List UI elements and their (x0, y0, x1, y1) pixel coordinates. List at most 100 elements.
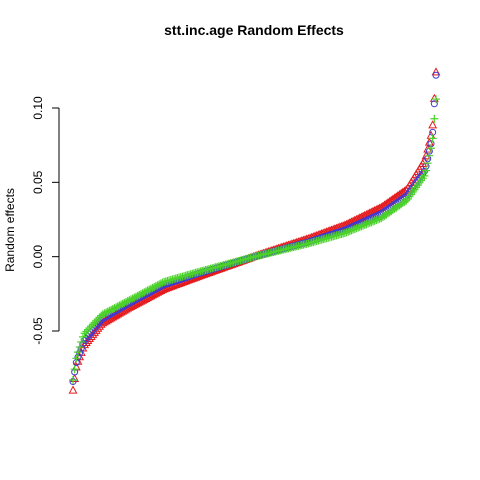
data-point (123, 297, 132, 306)
data-point (145, 285, 154, 294)
data-point (156, 279, 165, 288)
data-point (365, 218, 374, 227)
data-point (347, 226, 356, 235)
data-point (428, 120, 438, 129)
data-point (432, 71, 440, 79)
data-point (427, 144, 436, 153)
data-point (87, 322, 96, 331)
data-point (141, 287, 150, 296)
data-point (113, 302, 122, 311)
y-axis-label: Random effects (3, 188, 17, 272)
data-point (143, 286, 152, 295)
data-point (93, 315, 102, 324)
data-point (349, 225, 358, 234)
y-tick-label: 0.00 (31, 245, 45, 269)
data-point (75, 343, 84, 352)
data-point (77, 337, 86, 346)
data-point (352, 224, 361, 233)
data-point (88, 320, 97, 329)
y-tick-label: 0.05 (31, 170, 45, 194)
data-point (367, 218, 376, 227)
data-points (68, 67, 441, 394)
data-point (107, 305, 116, 314)
y-tick-label: -0.05 (31, 317, 45, 345)
data-point (78, 332, 87, 341)
data-point (80, 329, 89, 338)
data-point (355, 222, 364, 231)
data-point (115, 301, 124, 310)
data-point (131, 292, 140, 301)
data-point (364, 219, 373, 228)
data-point (153, 281, 162, 290)
data-point (340, 228, 349, 237)
data-point (105, 306, 114, 315)
data-point (350, 224, 359, 233)
data-point (92, 316, 101, 325)
data-point (430, 100, 438, 108)
data-point (69, 376, 77, 385)
data-point (375, 214, 384, 223)
data-point (120, 298, 129, 307)
data-point (112, 303, 121, 312)
series-triangle (68, 67, 441, 394)
data-point (117, 300, 126, 309)
data-point (425, 151, 434, 160)
data-point (430, 114, 439, 123)
data-point (135, 290, 144, 299)
data-point (360, 220, 369, 229)
data-point (148, 283, 157, 292)
data-point (70, 365, 79, 374)
y-tick-label: 0.10 (31, 96, 45, 120)
data-point (428, 134, 437, 143)
data-point (357, 222, 366, 231)
data-point (402, 196, 411, 205)
data-point (130, 293, 139, 302)
y-ticks: -0.05 0.00 0.05 0.10 (31, 96, 59, 345)
chart-title: stt.inc.age Random Effects (164, 22, 344, 38)
data-point (354, 223, 363, 232)
data-point (370, 216, 379, 225)
data-point (155, 280, 164, 289)
data-point (359, 221, 368, 230)
data-point (344, 227, 353, 236)
data-point (98, 310, 107, 319)
data-point (127, 295, 136, 304)
data-point (138, 289, 147, 298)
data-point (72, 354, 81, 363)
data-point (373, 215, 382, 224)
data-point (68, 385, 78, 394)
series-circle (69, 71, 440, 386)
data-point (102, 308, 111, 317)
data-point (424, 137, 434, 146)
data-point (108, 304, 117, 313)
data-point (345, 227, 354, 236)
series-plus (69, 95, 440, 385)
data-point (118, 299, 127, 308)
data-point (140, 288, 149, 297)
data-point (151, 282, 160, 291)
data-point (90, 318, 99, 327)
data-point (369, 217, 378, 226)
data-point (158, 278, 167, 287)
data-point (150, 283, 159, 292)
data-point (83, 325, 92, 334)
data-point (73, 348, 82, 357)
data-point (432, 95, 440, 104)
data-point (431, 67, 441, 76)
data-point (423, 159, 432, 168)
data-point (85, 323, 94, 332)
data-point (82, 327, 91, 336)
data-point (110, 304, 119, 313)
data-point (372, 216, 381, 225)
data-point (128, 294, 137, 303)
data-point (125, 296, 134, 305)
data-point (100, 309, 109, 318)
data-point (422, 166, 431, 175)
data-point (133, 291, 142, 300)
data-point (146, 284, 155, 293)
data-point (122, 298, 131, 307)
data-point (136, 290, 145, 299)
data-point (420, 171, 429, 180)
data-point (103, 307, 112, 316)
